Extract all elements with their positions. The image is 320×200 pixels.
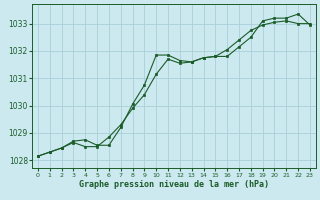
X-axis label: Graphe pression niveau de la mer (hPa): Graphe pression niveau de la mer (hPa) — [79, 180, 269, 189]
